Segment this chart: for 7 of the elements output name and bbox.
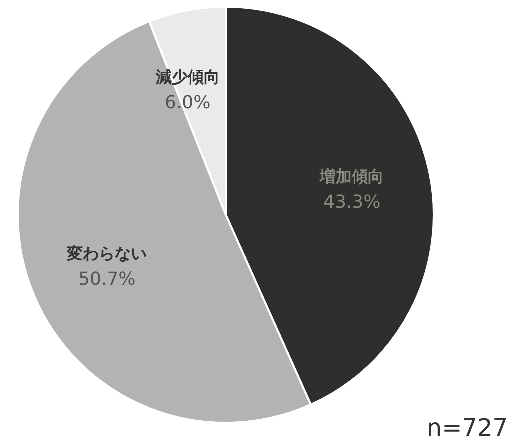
text: n=727 xyxy=(426,414,508,442)
data-label: 50.7% xyxy=(78,269,136,290)
slice-label: 変わらない xyxy=(66,244,148,264)
slice-label: 減少傾向 xyxy=(154,67,220,86)
data-label: 43.3% xyxy=(324,192,381,214)
data-label: 6.0% xyxy=(164,92,211,114)
slice-label: 増加傾向 xyxy=(319,167,384,186)
